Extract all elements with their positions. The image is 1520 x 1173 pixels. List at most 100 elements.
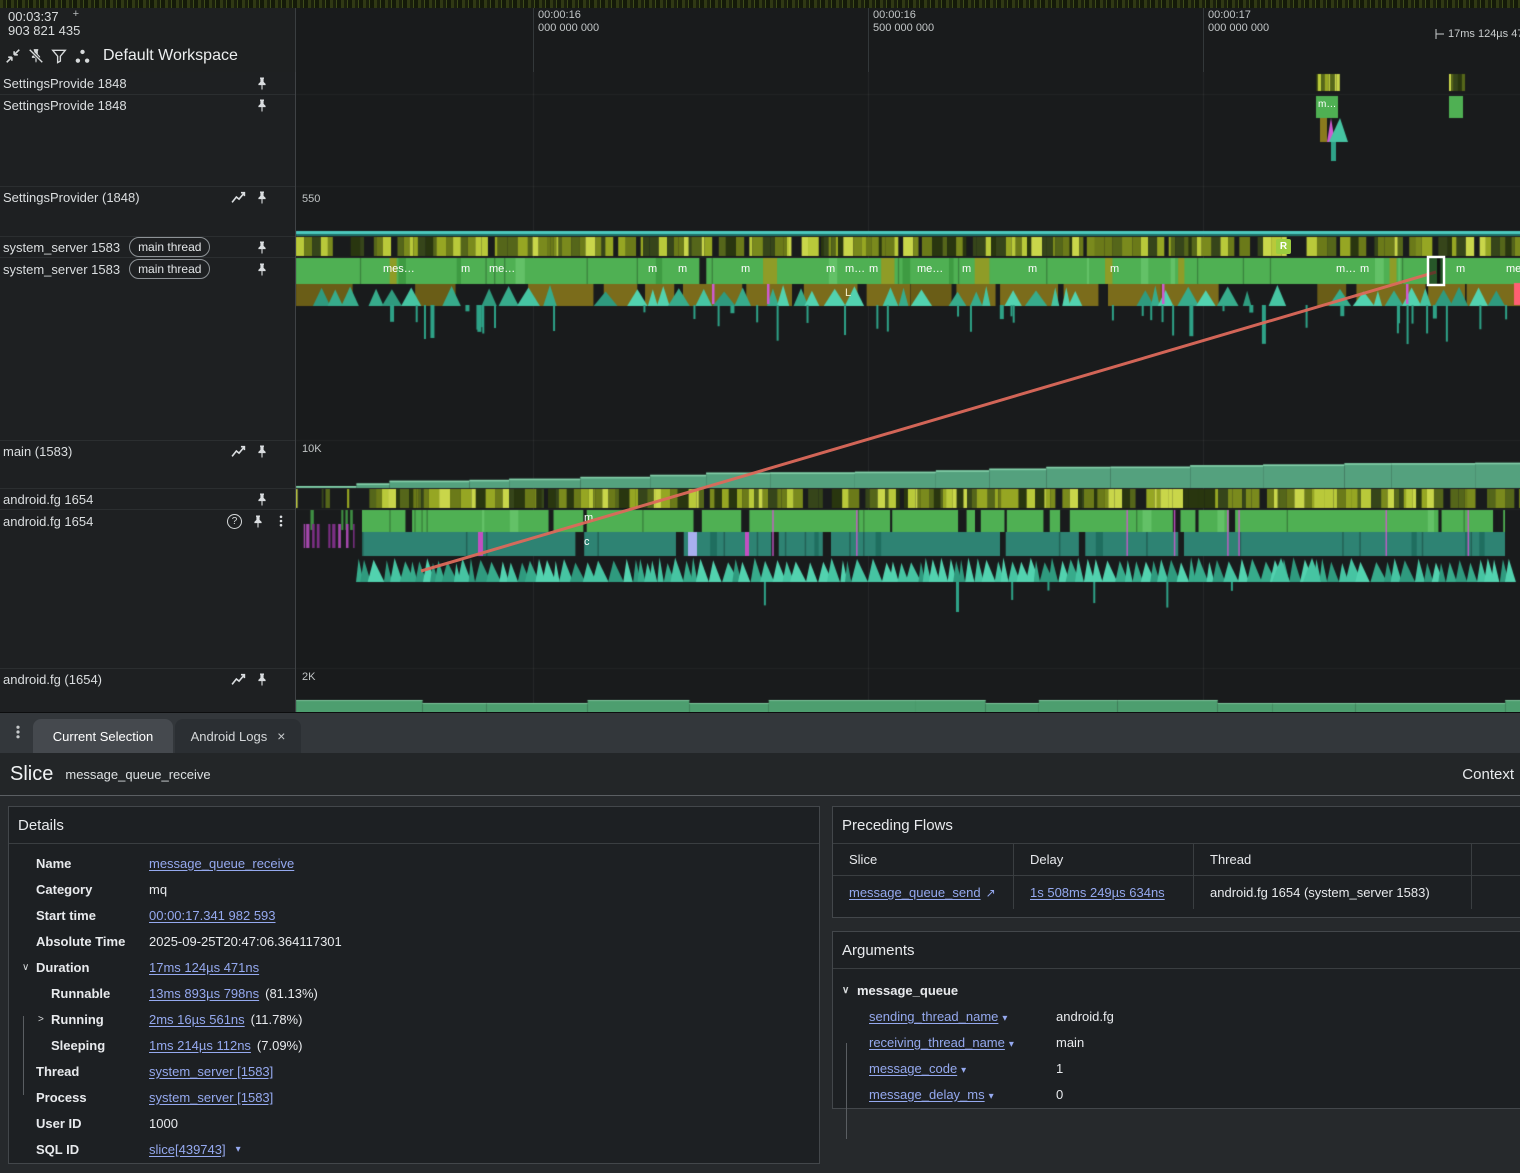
track-android-fg-sched[interactable]: android.fg 1654 [0, 489, 292, 509]
tree-indent-guide [846, 1043, 847, 1139]
dropdown-caret-icon[interactable]: ▾ [1008, 1038, 1014, 1050]
arg-sending-thread-name: sending_thread_name ▾ android.fg [869, 1008, 1114, 1024]
arg-key-link[interactable]: receiving_thread_name [869, 1034, 1005, 1050]
arg-key-link[interactable]: message_code [869, 1060, 958, 1076]
arg-message-code: message_code ▾ 1 [869, 1060, 1064, 1076]
runnable-link[interactable]: 13ms 893µs 798ns [149, 985, 260, 1001]
pin-icon[interactable] [255, 492, 269, 507]
preceding-flows-card: Preceding Flows Slice Delay Thread messa… [832, 806, 1520, 918]
ruler-label: 00:00:17 000 000 000 [1208, 9, 1270, 34]
track-label: SettingsProvider (1848) [3, 189, 140, 205]
ruler-tick [1203, 8, 1204, 72]
line-chart-icon[interactable] [231, 672, 246, 687]
preceding-flows-title: Preceding Flows [833, 807, 1520, 844]
slice-name-link[interactable]: message_queue_receive [149, 855, 295, 871]
context-label[interactable]: Context [1462, 765, 1514, 783]
arg-group-message-queue[interactable]: ∨ message_queue [842, 982, 959, 998]
duration-link[interactable]: 17ms 124µs 471ns [149, 959, 260, 975]
track-settingsprovider-thread-b[interactable]: SettingsProvide 1848 [0, 94, 292, 116]
detail-row-runnable: Runnable 13ms 893µs 798ns (81.13%) [51, 985, 318, 1001]
tab-bar: Current Selection Android Logs × [0, 713, 1520, 753]
arg-message-delay-ms: message_delay_ms ▾ 0 [869, 1086, 1064, 1102]
detail-row-thread: Thread system_server [1583] [36, 1063, 274, 1079]
process-link[interactable]: system_server [1583] [149, 1089, 274, 1105]
arguments-title: Arguments [833, 932, 1520, 969]
sql-id-link[interactable]: slice[439743] [149, 1141, 226, 1157]
track-settingsprovider-counter[interactable]: SettingsProvider (1848) [0, 186, 292, 208]
workspace-toolbar: Default Workspace [5, 44, 238, 68]
detail-row-duration: ∨ Duration 17ms 124µs 471ns [22, 959, 260, 975]
slice-letter-label: c [584, 536, 590, 548]
tab-current-selection[interactable]: Current Selection [33, 719, 173, 753]
thread-link[interactable]: system_server [1583] [149, 1063, 274, 1079]
unpin-all-icon[interactable] [28, 48, 44, 64]
arg-key-link[interactable]: message_delay_ms [869, 1086, 985, 1102]
dropdown-caret-icon[interactable]: ▾ [961, 1064, 967, 1076]
track-label: main (1583) [3, 443, 73, 459]
pin-icon[interactable] [255, 672, 269, 687]
pin-icon[interactable] [255, 76, 269, 91]
counter-scale-label: 550 [302, 193, 321, 205]
pin-icon[interactable] [255, 240, 269, 255]
track-system-server-slices[interactable]: system_server 1583 main thread [0, 258, 292, 280]
track-label: android.fg 1654 [3, 513, 94, 529]
dropdown-caret-icon[interactable]: ▾ [1002, 1012, 1008, 1024]
filter-icon[interactable] [51, 48, 67, 64]
chevron-down-icon[interactable]: ∨ [842, 984, 850, 996]
close-icon[interactable]: × [277, 728, 286, 744]
tree-indent-guide [23, 1016, 24, 1095]
thread-state-running-label: R [1276, 239, 1291, 254]
detail-row-user-id: User ID 1000 [36, 1115, 178, 1131]
details-content: Details Name message_queue_receive Categ… [0, 797, 1520, 1173]
track-system-server-sched[interactable]: system_server 1583 main thread [0, 237, 292, 257]
pin-icon[interactable] [255, 190, 269, 205]
trace-overview-minimap[interactable] [0, 0, 1520, 8]
chevron-right-icon[interactable]: > [38, 1013, 44, 1025]
main-thread-chip: main thread [129, 237, 211, 257]
bracket-icon [1435, 29, 1444, 39]
running-link[interactable]: 2ms 16µs 561ns [149, 1011, 245, 1027]
workspace-icon[interactable] [74, 48, 91, 65]
time-ruler[interactable]: 00:00:16 000 000 000 00:00:16 500 000 000 … [295, 8, 1520, 72]
track-main-counter[interactable]: main (1583) [0, 440, 292, 462]
flows-data-row: message_queue_send ↗ 1s 508ms 249µs 634ns… [833, 876, 1520, 909]
flow-slice-link[interactable]: message_queue_send [849, 885, 981, 900]
arguments-card: Arguments ∨ message_queue sending_thread… [832, 931, 1520, 1139]
main-thread-chip: main thread [129, 259, 211, 279]
pin-icon[interactable] [251, 514, 265, 529]
tab-android-logs[interactable]: Android Logs × [175, 719, 301, 753]
track-label: android.fg (1654) [3, 671, 103, 687]
track-android-fg-slices[interactable]: android.fg 1654 ? [0, 510, 292, 532]
hover-time: 00:03:37 + [8, 8, 80, 24]
line-chart-icon[interactable] [231, 444, 246, 459]
hover-time-ns: 903 821 435 [8, 23, 81, 38]
dropdown-caret-icon[interactable]: ▾ [988, 1090, 994, 1102]
track-android-fg-counter[interactable]: android.fg (1654) [0, 668, 292, 690]
chevron-down-icon[interactable]: ∨ [22, 961, 30, 973]
pin-icon[interactable] [255, 98, 269, 113]
collapse-all-icon[interactable] [5, 48, 21, 64]
detail-row-running: > Running 2ms 16µs 561ns (11.78%) [38, 1011, 303, 1027]
arg-receiving-thread-name: receiving_thread_name ▾ main [869, 1034, 1085, 1050]
line-chart-icon[interactable] [231, 190, 246, 205]
open-in-new-icon[interactable]: ↗ [985, 886, 996, 900]
details-card: Details Name message_queue_receive Categ… [8, 806, 820, 1164]
sleeping-link[interactable]: 1ms 214µs 112ns [149, 1037, 251, 1053]
panel-menu-icon[interactable] [10, 724, 26, 740]
track-label: android.fg 1654 [3, 491, 94, 507]
kebab-menu-icon[interactable] [274, 514, 288, 528]
pin-icon[interactable] [255, 262, 269, 277]
flows-header-row: Slice Delay Thread [833, 844, 1520, 876]
selection-duration-marker: 17ms 124µs 471 [1435, 28, 1520, 40]
track-settingsprovider-thread-a[interactable]: SettingsProvide 1848 [0, 72, 292, 94]
pin-icon[interactable] [255, 444, 269, 459]
plus-indicator: + [72, 8, 80, 20]
help-icon[interactable]: ? [227, 513, 242, 529]
flow-delay-link[interactable]: 1s 508ms 249µs 634ns [1030, 885, 1165, 900]
detail-row-absolute-time: Absolute Time 2025-09-25T20:47:06.364117… [36, 933, 342, 949]
workspace-title[interactable]: Default Workspace [103, 47, 238, 64]
start-time-link[interactable]: 00:00:17.341 982 593 [149, 907, 276, 923]
dropdown-caret-icon[interactable]: ▾ [235, 1143, 241, 1155]
arg-key-link[interactable]: sending_thread_name [869, 1008, 999, 1024]
tab-label: Current Selection [52, 728, 154, 744]
